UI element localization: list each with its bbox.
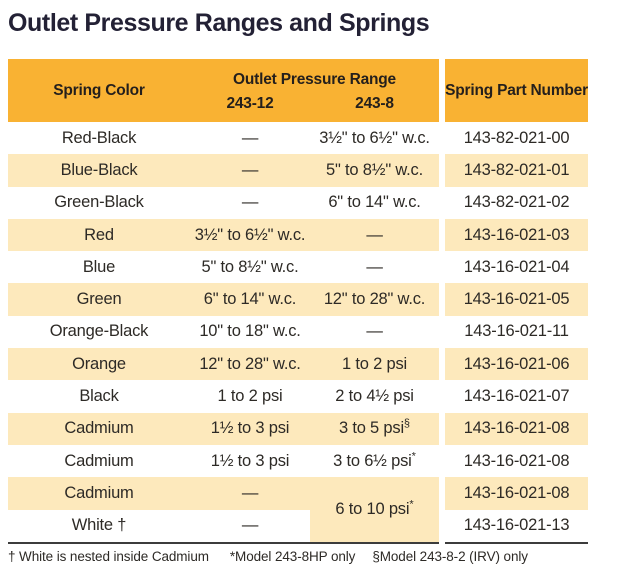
footnotes: † White is nested inside Cadmium *Model 2… bbox=[8, 549, 639, 564]
pressure-243-12-cell: 12" to 28" w.c. bbox=[190, 348, 310, 381]
table-header: Spring Color Outlet Pressure Range Sprin… bbox=[8, 59, 589, 122]
table-row: Green 6" to 14" w.c. 12" to 28" w.c. 143… bbox=[8, 283, 589, 316]
table-row: Cadmium — 6 to 10 psi* 143-16-021-08 bbox=[8, 477, 589, 543]
spring-color-cell: Green-Black bbox=[8, 186, 190, 219]
pressure-243-12-cell: — bbox=[190, 477, 310, 510]
spring-color-cell: Red bbox=[8, 218, 190, 252]
part-number-cell: 143-82-021-02 bbox=[439, 186, 589, 219]
spring-color-cell: Blue bbox=[8, 251, 190, 284]
pressure-243-12-cell: 3½" to 6½" w.c. bbox=[190, 218, 310, 252]
part-number-cell: 143-16-021-05 bbox=[439, 283, 589, 316]
table-row: Blue-Black — 5" to 8½" w.c. 143-82-021-0… bbox=[8, 154, 589, 187]
pressure-243-8-cell: 1 to 2 psi bbox=[310, 348, 443, 381]
part-number-cell: 143-16-021-08 bbox=[439, 477, 589, 510]
table-row: Green-Black — 6" to 14" w.c. 143-82-021-… bbox=[8, 186, 589, 219]
part-number-cell: 143-16-021-08 bbox=[439, 412, 589, 445]
spring-color-cell: Green bbox=[8, 283, 190, 316]
spring-color-cell: Black bbox=[8, 380, 190, 413]
footnote-white-nested: † White is nested inside Cadmium bbox=[8, 548, 209, 564]
table-row: Red 3½" to 6½" w.c. — 143-16-021-03 bbox=[8, 218, 589, 252]
pressure-243-8-merged-cell: 6 to 10 psi* bbox=[310, 477, 443, 543]
table-body: Red-Black — 3½" to 6½" w.c. 143-82-021-0… bbox=[8, 122, 589, 543]
table-row: Orange 12" to 28" w.c. 1 to 2 psi 143-16… bbox=[8, 348, 589, 381]
outlet-pressure-springs-table: Spring Color Outlet Pressure Range Sprin… bbox=[8, 59, 589, 544]
footnote-marker: § bbox=[403, 417, 411, 430]
part-number-cell: 143-82-021-00 bbox=[439, 122, 589, 155]
column-header-243-12: 243-12 bbox=[190, 90, 310, 122]
spring-color-cell: White † bbox=[8, 509, 190, 543]
pressure-243-12-cell: — bbox=[190, 509, 310, 543]
footnote-marker: * bbox=[409, 498, 414, 511]
spring-color-cell: Red-Black bbox=[8, 122, 190, 155]
spring-color-cell: Cadmium bbox=[8, 444, 190, 478]
pressure-243-8-cell: 3 to 6½ psi* bbox=[310, 444, 443, 478]
spring-color-cell: Orange-Black bbox=[8, 315, 190, 349]
pressure-243-12-cell: 1 to 2 psi bbox=[190, 380, 310, 413]
table-row: White † — 143-16-021-13 bbox=[8, 509, 589, 543]
pressure-243-8-cell: 5" to 8½" w.c. bbox=[310, 154, 443, 187]
part-number-cell: 143-16-021-03 bbox=[439, 218, 589, 252]
footnote-model-243-8hp: *Model 243-8HP only bbox=[229, 548, 356, 564]
spring-color-cell: Orange bbox=[8, 348, 190, 381]
header-row-models: 243-12 243-8 bbox=[8, 90, 588, 122]
spring-color-cell: Blue-Black bbox=[8, 154, 190, 187]
pressure-243-8-cell: 2 to 4½ psi bbox=[310, 380, 443, 413]
pressure-243-12-cell: 10" to 18" w.c. bbox=[190, 315, 310, 349]
part-number-cell: 143-16-021-13 bbox=[439, 509, 589, 543]
spring-color-cell: Cadmium bbox=[8, 477, 190, 510]
pressure-243-12-cell: — bbox=[190, 154, 310, 187]
pressure-243-8-cell: — bbox=[310, 218, 443, 252]
spring-color-cell: Cadmium bbox=[8, 412, 190, 445]
table-row: Blue 5" to 8½" w.c. — 143-16-021-04 bbox=[8, 251, 589, 284]
column-header-spring-part-number: Spring Part Number bbox=[439, 59, 589, 122]
part-number-cell: 143-16-021-08 bbox=[439, 444, 589, 478]
header-row-top: Spring Color Outlet Pressure Range Sprin… bbox=[8, 59, 589, 122]
pressure-243-8-cell: 12" to 28" w.c. bbox=[310, 283, 443, 316]
pressure-243-12-cell: — bbox=[190, 186, 310, 219]
pressure-243-12-cell: 6" to 14" w.c. bbox=[190, 283, 310, 316]
column-header-243-8: 243-8 bbox=[310, 90, 443, 122]
pressure-243-8-cell: — bbox=[310, 315, 443, 349]
pressure-243-12-cell: 1½ to 3 psi bbox=[190, 444, 310, 478]
pressure-243-12-cell: 5" to 8½" w.c. bbox=[190, 251, 310, 284]
pressure-243-12-cell: — bbox=[190, 122, 310, 155]
pressure-243-8-cell: 3 to 5 psi§ bbox=[310, 412, 443, 445]
part-number-cell: 143-16-021-06 bbox=[439, 348, 589, 381]
footnote-model-243-8-2: §Model 243-8-2 (IRV) only bbox=[372, 548, 528, 564]
pressure-243-12-cell: 1½ to 3 psi bbox=[190, 412, 310, 445]
column-header-outlet-pressure-range: Outlet Pressure Range bbox=[190, 59, 443, 90]
table-row: Red-Black — 3½" to 6½" w.c. 143-82-021-0… bbox=[8, 122, 589, 155]
part-number-cell: 143-16-021-04 bbox=[439, 251, 589, 284]
table-row: Orange-Black 10" to 18" w.c. — 143-16-02… bbox=[8, 315, 589, 349]
part-number-cell: 143-16-021-11 bbox=[439, 315, 589, 349]
part-number-cell: 143-16-021-07 bbox=[439, 380, 589, 413]
pressure-243-8-cell: 3½" to 6½" w.c. bbox=[310, 122, 443, 155]
pressure-243-8-cell: — bbox=[310, 251, 443, 284]
pressure-243-8-cell: 6" to 14" w.c. bbox=[310, 186, 443, 219]
column-header-spring-color: Spring Color bbox=[8, 59, 190, 122]
table-row: Cadmium 1½ to 3 psi 3 to 6½ psi* 143-16-… bbox=[8, 444, 589, 478]
table-row: Cadmium 1½ to 3 psi 3 to 5 psi§ 143-16-0… bbox=[8, 412, 589, 445]
footnote-marker: * bbox=[411, 450, 416, 463]
part-number-cell: 143-82-021-01 bbox=[439, 154, 589, 187]
page-title: Outlet Pressure Ranges and Springs bbox=[8, 9, 430, 37]
table-row: Black 1 to 2 psi 2 to 4½ psi 143-16-021-… bbox=[8, 380, 589, 413]
